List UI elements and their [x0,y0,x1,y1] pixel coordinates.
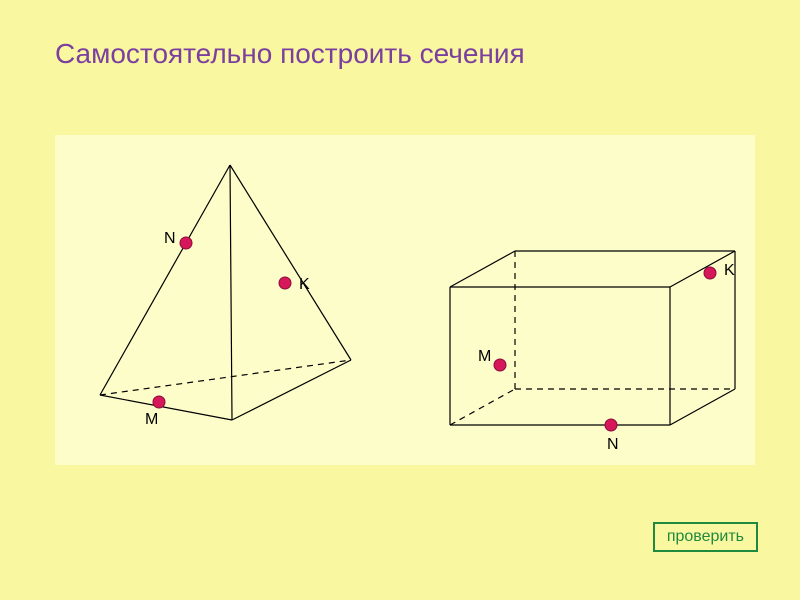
check-button-label: проверить [667,528,744,545]
check-button[interactable]: проверить [653,522,758,552]
geometry-diagram [55,135,755,465]
page-title: Самостоятельно построить сечения [55,38,525,70]
point-label-n: N [164,230,176,248]
slide-page: Самостоятельно построить сечения N K M K MN … [0,0,800,600]
point-label-k: K [299,276,310,294]
point-label-m: M [478,348,491,366]
point-label-k: K [724,262,735,280]
point-label-n: N [607,436,619,454]
point-label-m: M [145,411,158,429]
diagram-area: N K M K M N [55,135,755,465]
